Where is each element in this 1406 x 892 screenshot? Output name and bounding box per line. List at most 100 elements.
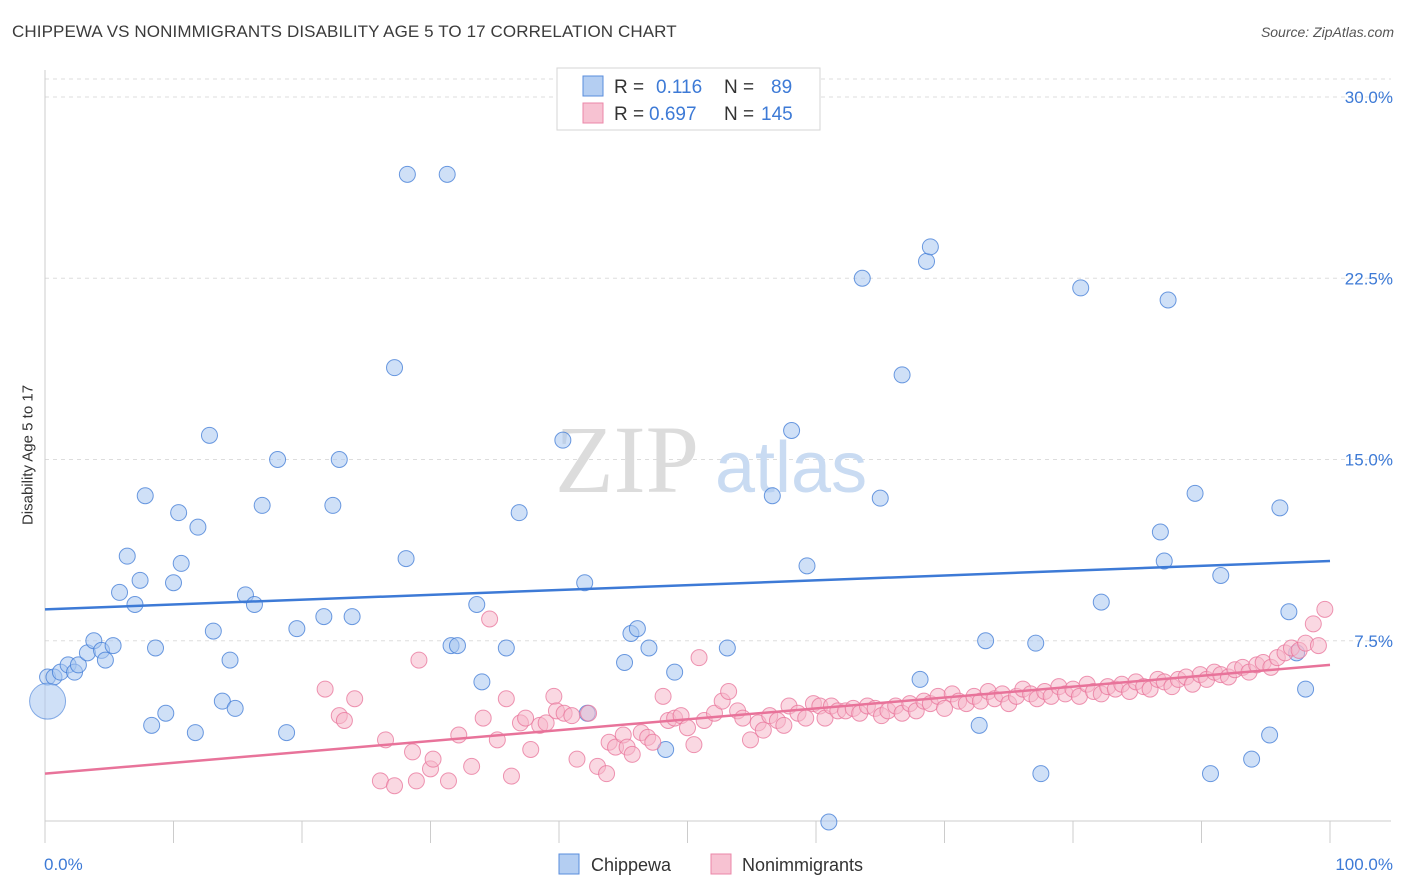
chippewa-point <box>438 165 456 183</box>
nonimmigrants-point <box>580 704 598 722</box>
chippewa-point <box>330 451 348 468</box>
nonimmigrants-point <box>463 757 481 775</box>
nonimmigrants-point <box>346 690 364 708</box>
nonimmigrants-point <box>1316 600 1334 618</box>
chippewa-point <box>628 620 646 638</box>
nonimmigrants-point <box>720 683 738 700</box>
chippewa-point <box>278 724 296 742</box>
nonimmigrants-point <box>936 699 953 717</box>
chippewa-point <box>245 596 263 613</box>
legend-r-value-1: 0.116 <box>656 77 702 98</box>
nonimmigrants-point <box>522 741 540 758</box>
bottom-legend-label-chippewa: Chippewa <box>591 855 672 875</box>
chippewa-point <box>221 651 239 669</box>
nonimmigrants-point <box>644 733 662 751</box>
nonimmigrants-point <box>690 649 708 667</box>
chippewa-point <box>111 583 129 601</box>
chippewa-point <box>576 574 594 592</box>
nonimmigrants-point <box>474 709 492 727</box>
nonimmigrants-point <box>545 687 563 705</box>
x-tick-marks <box>44 821 1331 843</box>
nonimmigrants-point <box>775 716 793 734</box>
nonimmigrants-point <box>404 743 422 761</box>
chippewa-point <box>1201 765 1219 783</box>
nonimmigrants-point <box>734 709 752 727</box>
legend-r-label-2: R = <box>614 104 644 125</box>
chippewa-point <box>666 663 684 681</box>
chippewa-point <box>104 637 122 655</box>
nonimmigrants-point <box>424 750 442 768</box>
chippewa-point <box>977 632 995 650</box>
nonimmigrants-point <box>450 726 468 744</box>
nonimmigrants-point <box>386 777 404 795</box>
chippewa-point <box>157 704 175 722</box>
chippewa-point <box>497 639 515 657</box>
x-tick-label-min: 0.0% <box>44 855 83 874</box>
chippewa-point <box>200 426 218 444</box>
series-chippewa <box>29 165 1315 831</box>
nonimmigrants-point <box>1304 615 1322 633</box>
bottom-legend: Chippewa Nonimmigrants <box>558 853 863 875</box>
bottom-legend-swatch-chippewa <box>558 853 580 875</box>
chippewa-point <box>448 637 466 655</box>
chippewa-point <box>616 654 634 671</box>
chippewa-point <box>918 252 936 270</box>
chippewa-point <box>189 518 207 536</box>
chippewa-point <box>118 547 136 565</box>
chippewa-point <box>143 716 161 734</box>
nonimmigrants-point <box>410 651 428 669</box>
chippewa-point <box>970 716 988 734</box>
chippewa-point <box>397 550 415 568</box>
trend-lines <box>44 559 1331 775</box>
chippewa-point <box>893 366 911 384</box>
watermark-zip: ZIP <box>555 406 699 513</box>
chippewa-point <box>136 487 154 505</box>
chippewa-point <box>386 359 404 377</box>
chippewa-point <box>871 489 889 507</box>
chippewa-point <box>1297 680 1315 698</box>
chippewa-point <box>763 487 781 505</box>
chippewa-point <box>718 639 736 657</box>
chippewa-point <box>131 571 149 589</box>
chippewa-point <box>1155 552 1173 570</box>
nonimmigrants-point <box>797 709 815 727</box>
nonimmigrants-point <box>563 707 581 725</box>
chippewa-point <box>204 622 222 640</box>
y-tick-labels: 7.5% 15.0% 22.5% 30.0% <box>1345 88 1393 651</box>
chippewa-point <box>226 699 244 717</box>
chippewa-point <box>1243 750 1261 768</box>
chart-title: CHIPPEWA VS NONIMMIGRANTS DISABILITY AGE… <box>12 22 677 41</box>
chippewa-point <box>657 741 675 758</box>
chippewa-point <box>165 574 182 592</box>
watermark: ZIP atlas <box>555 406 867 513</box>
chippewa-point <box>1151 523 1169 541</box>
bottom-legend-swatch-nonimmigrants <box>710 853 732 875</box>
chippewa-point <box>343 608 361 626</box>
chippewa-point <box>1072 279 1090 297</box>
legend-swatch-chippewa <box>582 75 604 97</box>
chippewa-point <box>510 504 528 522</box>
chippewa-point <box>1212 567 1230 584</box>
chippewa-point <box>69 656 87 674</box>
chippewa-point <box>186 724 204 742</box>
nonimmigrants-point <box>497 690 515 708</box>
nonimmigrants-point <box>407 772 425 790</box>
chippewa-point <box>1092 593 1110 611</box>
nonimmigrants-point <box>316 680 334 698</box>
chippewa-point <box>640 639 658 657</box>
legend-swatch-nonimmigrants <box>582 102 604 124</box>
chippewa-point <box>1280 603 1298 621</box>
bottom-legend-label-nonimmigrants: Nonimmigrants <box>742 855 863 875</box>
chippewa-point <box>29 682 67 720</box>
nonimmigrants-point <box>741 731 759 749</box>
chippewa-point <box>798 557 816 575</box>
nonimmigrants-point <box>623 745 641 763</box>
chippewa-point <box>96 651 114 669</box>
nonimmigrants-point <box>1309 637 1327 655</box>
chippewa-point <box>315 608 333 626</box>
x-tick-label-max: 100.0% <box>1335 855 1393 874</box>
nonimmigrants-point <box>481 610 499 628</box>
chippewa-point <box>1159 291 1177 309</box>
nonimmigrants-point <box>654 687 672 705</box>
